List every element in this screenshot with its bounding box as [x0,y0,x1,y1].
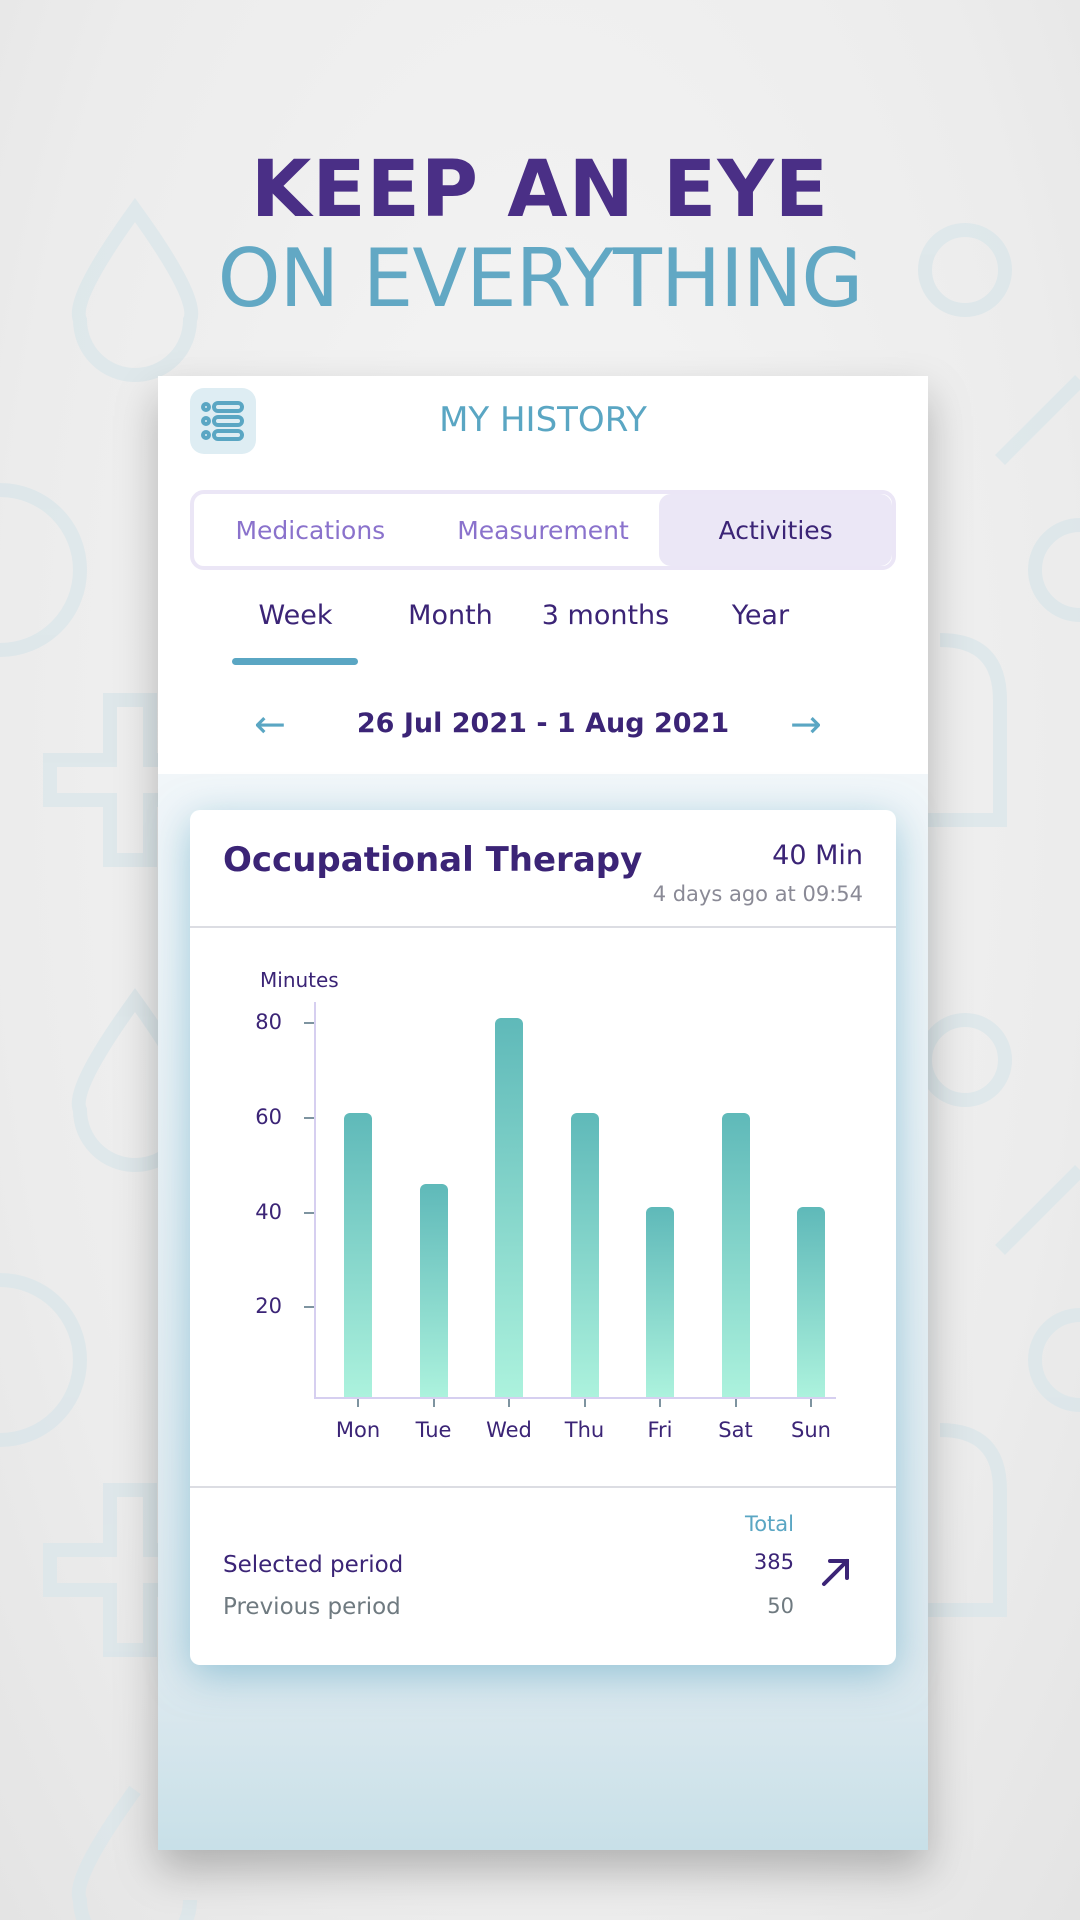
bar-chart: Minutes 80 60 40 20 Mon Tue Wed Thu Fri Sat Su… [190,928,896,1488]
y-tick [304,1212,314,1214]
x-tick-label: Sun [791,1418,831,1442]
y-tick-label: 20 [255,1294,282,1318]
tab-measurement[interactable]: Measurement [457,515,629,545]
x-axis [314,1397,836,1399]
x-tick [659,1399,661,1407]
category-tabs: Medications Measurement Activities [190,490,896,570]
headline-line-2: ON EVERYTHING [217,232,864,325]
activity-duration: 40 Min [772,840,863,871]
y-axis-label: Minutes [260,968,339,992]
x-tick [432,1399,435,1407]
date-navigator: ← 26 Jul 2021 - 1 Aug 2021 → [158,704,928,744]
date-range: 26 Jul 2021 - 1 Aug 2021 [356,708,730,739]
headline: KEEP AN EYE ON EVERYTHING [0,148,1080,324]
bar-mon[interactable] [344,1112,372,1397]
x-tick-label: Thu [564,1418,605,1442]
period-3-months[interactable]: 3 months [541,600,670,631]
activity-timestamp: 4 days ago at 09:54 [652,882,863,906]
bar-wed[interactable] [495,1017,523,1397]
x-tick-label: Tue [415,1418,452,1442]
x-tick [583,1399,586,1407]
selected-period-value: 385 [753,1550,794,1574]
menu-button[interactable] [190,388,256,454]
y-tick [304,1306,314,1308]
previous-period-label: Previous period [223,1594,401,1620]
x-tick-label: Sat [718,1418,753,1442]
arrow-left-icon[interactable]: ← [254,702,286,746]
x-tick [508,1399,510,1407]
previous-period-value: 50 [767,1594,794,1618]
headline-line-1: KEEP AN EYE [250,145,830,235]
y-tick-label: 60 [255,1105,282,1129]
activity-card: Occupational Therapy 40 Min 4 days ago a… [190,810,896,1665]
bar-thu[interactable] [570,1112,599,1397]
x-tick-label: Fri [647,1418,673,1442]
x-tick [357,1399,359,1407]
period-month[interactable]: Month [408,600,493,631]
arrow-right-icon[interactable]: → [790,702,822,746]
period-year[interactable]: Year [731,600,790,631]
period-tabs: Week Month 3 months Year [218,600,868,665]
bar-sun[interactable] [797,1207,825,1397]
list-icon [201,401,244,441]
top-bar: MY HISTORY [158,376,928,466]
bar-tue[interactable] [419,1183,448,1397]
arrow-up-right-icon [822,1559,849,1586]
total-header: Total [744,1512,794,1536]
app-screen: MY HISTORY Medications Measurement Activ… [158,376,928,1850]
y-tick-label: 40 [255,1200,282,1224]
x-tick-label: Mon [335,1418,381,1442]
y-tick [304,1117,314,1119]
tab-activities[interactable]: Activities [659,494,892,566]
x-tick-label: Wed [486,1418,532,1442]
activity-title: Occupational Therapy [223,840,643,880]
period-week[interactable]: Week [218,600,373,665]
tab-medications[interactable]: Medications [235,515,386,545]
x-tick [810,1399,812,1407]
card-header: Occupational Therapy 40 Min 4 days ago a… [190,810,896,928]
selected-period-label: Selected period [223,1552,404,1578]
page-title: MY HISTORY [439,400,647,440]
x-tick [734,1399,737,1407]
y-tick [304,1022,314,1024]
period-summary: Total Selected period 385 Previous perio… [190,1488,896,1663]
bar-fri[interactable] [646,1207,674,1397]
y-axis [314,1002,316,1399]
y-tick-label: 80 [255,1010,282,1034]
bar-sat[interactable] [721,1112,750,1397]
